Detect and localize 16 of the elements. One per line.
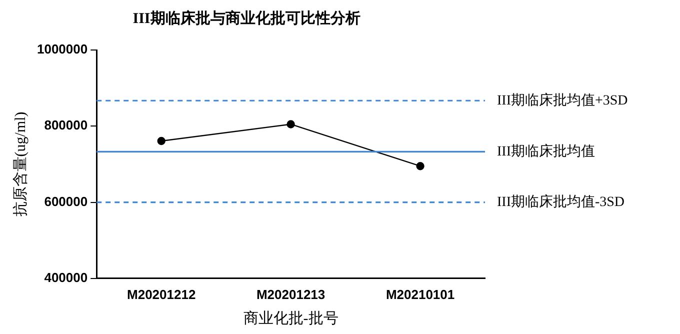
- ref-line-label: III期临床批均值: [497, 143, 595, 160]
- point: [416, 162, 424, 170]
- ref-line-label: III期临床批均值-3SD: [497, 194, 625, 210]
- y-tick-label: 800000: [44, 118, 88, 133]
- chart-title: III期临床批与商业化批可比性分析: [132, 8, 360, 27]
- x-tick-label: M20210101: [386, 286, 455, 302]
- point: [286, 120, 295, 128]
- x-tick-label: M20201212: [127, 286, 196, 302]
- point: [157, 136, 166, 146]
- ref-line-label: III期临床批均值+3SD: [497, 92, 628, 108]
- y-axis-title: 抗原含量(ug/ml): [12, 112, 29, 217]
- y-tick-label: 600000: [44, 194, 88, 209]
- y-tick-label: 400000: [44, 270, 88, 285]
- x-axis-title: 商业化批-批号: [243, 310, 338, 327]
- y-tick-label: 1000000: [36, 42, 88, 57]
- x-tick-label: M20201213: [256, 286, 326, 302]
